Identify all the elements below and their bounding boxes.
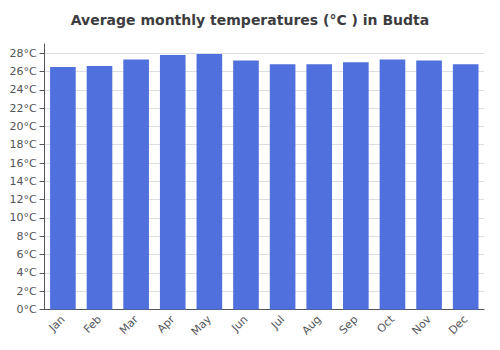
svg-text:4°C: 4°C [16, 266, 36, 279]
svg-text:0°C: 0°C [16, 303, 36, 316]
svg-text:Jul: Jul [268, 313, 287, 332]
svg-text:Jan: Jan [46, 313, 68, 335]
svg-text:Mar: Mar [117, 313, 141, 337]
svg-text:Nov: Nov [409, 313, 434, 338]
svg-text:6°C: 6°C [16, 248, 36, 261]
svg-text:Dec: Dec [446, 313, 470, 337]
svg-text:Average monthly temperatures (: Average monthly temperatures (°C ) in Bu… [71, 12, 430, 28]
svg-text:18°C: 18°C [9, 138, 36, 151]
svg-text:2°C: 2°C [16, 285, 36, 298]
svg-text:Apr: Apr [155, 313, 178, 336]
svg-text:Aug: Aug [299, 313, 323, 337]
svg-text:Jun: Jun [229, 313, 251, 335]
svg-text:10°C: 10°C [9, 211, 36, 224]
svg-text:12°C: 12°C [9, 193, 36, 206]
svg-text:24°C: 24°C [9, 83, 36, 96]
svg-text:Feb: Feb [81, 313, 104, 336]
svg-text:Sep: Sep [337, 313, 361, 337]
svg-text:28°C: 28°C [9, 47, 36, 60]
svg-text:26°C: 26°C [9, 65, 36, 78]
svg-text:8°C: 8°C [16, 230, 36, 243]
svg-text:16°C: 16°C [9, 157, 36, 170]
svg-text:22°C: 22°C [9, 102, 36, 115]
svg-text:May: May [189, 313, 215, 339]
svg-text:14°C: 14°C [9, 175, 36, 188]
svg-text:20°C: 20°C [9, 120, 36, 133]
svg-text:Oct: Oct [374, 312, 397, 335]
